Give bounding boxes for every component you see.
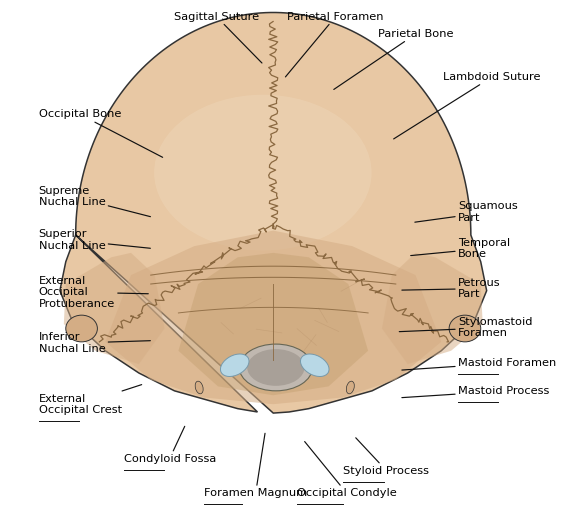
Text: Mastoid Process: Mastoid Process: [402, 386, 549, 398]
Ellipse shape: [154, 95, 371, 251]
Ellipse shape: [66, 315, 97, 342]
Text: Squamous
Part: Squamous Part: [415, 201, 518, 223]
Text: Condyloid Fossa: Condyloid Fossa: [123, 426, 216, 464]
Ellipse shape: [449, 315, 481, 342]
Ellipse shape: [195, 381, 203, 394]
Text: Occipital Condyle: Occipital Condyle: [297, 441, 397, 498]
Ellipse shape: [301, 354, 329, 376]
Ellipse shape: [239, 344, 312, 391]
Text: Lambdoid Suture: Lambdoid Suture: [394, 72, 541, 139]
Text: Temporal
Bone: Temporal Bone: [411, 238, 510, 259]
Ellipse shape: [247, 349, 305, 386]
Polygon shape: [178, 253, 368, 395]
Text: Inferior
Nuchal Line: Inferior Nuchal Line: [39, 332, 150, 354]
Text: Foramen Magnum: Foramen Magnum: [204, 433, 307, 498]
Polygon shape: [60, 12, 487, 413]
Text: Parietal Foramen: Parietal Foramen: [285, 11, 384, 77]
Text: Mastoid Foramen: Mastoid Foramen: [402, 358, 556, 370]
Text: Petrous
Part: Petrous Part: [402, 278, 501, 300]
Text: Superior
Nuchal Line: Superior Nuchal Line: [39, 229, 150, 251]
Polygon shape: [105, 230, 441, 404]
Text: Parietal Bone: Parietal Bone: [334, 29, 454, 89]
Text: Sagittal Suture: Sagittal Suture: [174, 11, 262, 63]
Ellipse shape: [346, 381, 355, 394]
Text: External
Occipital Crest: External Occipital Crest: [39, 385, 142, 415]
Text: Occipital Bone: Occipital Bone: [39, 109, 163, 158]
Text: Stylomastoid
Foramen: Stylomastoid Foramen: [400, 317, 532, 339]
Text: Supreme
Nuchal Line: Supreme Nuchal Line: [39, 186, 150, 217]
Ellipse shape: [221, 354, 249, 376]
Polygon shape: [64, 253, 164, 364]
Text: External
Occipital
Protuberance: External Occipital Protuberance: [39, 276, 148, 309]
Text: Styloid Process: Styloid Process: [343, 438, 429, 476]
Polygon shape: [382, 253, 483, 364]
